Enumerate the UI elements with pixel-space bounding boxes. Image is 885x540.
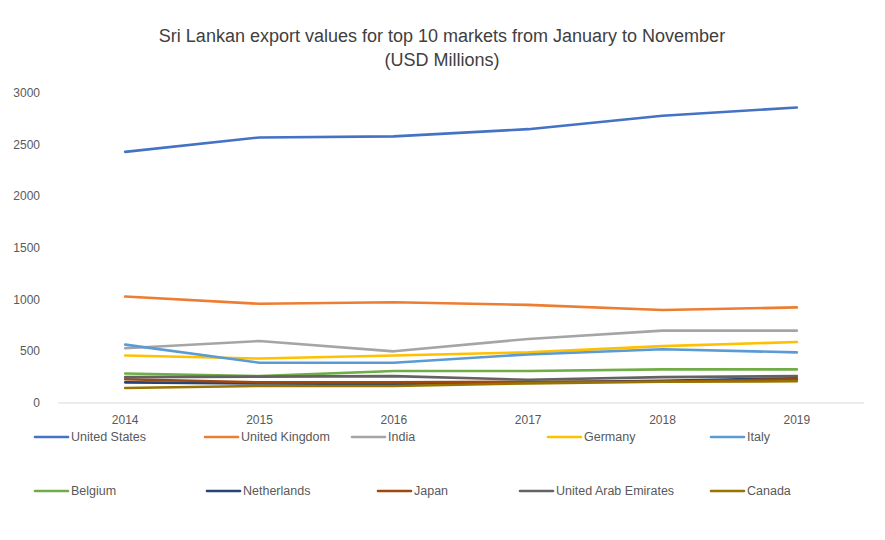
legend-item: Belgium — [35, 484, 116, 498]
legend-swatch — [205, 436, 238, 439]
legend-label: Netherlands — [243, 484, 310, 498]
legend-swatch — [711, 490, 744, 493]
legend-swatch — [352, 436, 385, 439]
series-line — [125, 107, 797, 151]
legend-label: Belgium — [71, 484, 116, 498]
legend-label: United States — [71, 430, 146, 444]
background — [0, 0, 885, 540]
legend-label: Italy — [747, 430, 771, 444]
y-tick-label: 0 — [33, 396, 40, 410]
x-tick-label: 2015 — [246, 413, 273, 427]
series-line — [125, 331, 797, 352]
chart-title: Sri Lankan export values for top 10 mark… — [159, 26, 725, 46]
chart-root: Sri Lankan export values for top 10 mark… — [0, 0, 885, 540]
series-group — [125, 107, 797, 388]
legend-item: Germany — [548, 430, 636, 444]
y-tick-label: 1500 — [13, 241, 40, 255]
x-tick-label: 2017 — [515, 413, 542, 427]
legend-item: Netherlands — [207, 484, 310, 498]
series-line — [125, 345, 797, 363]
legend-swatch — [548, 436, 581, 439]
legend-label: United Kingdom — [241, 430, 330, 444]
x-tick-label: 2014 — [112, 413, 139, 427]
legend-label: Japan — [414, 484, 448, 498]
legend-item: United Arab Emirates — [520, 484, 674, 498]
legend-item: Japan — [378, 484, 448, 498]
legend-swatch — [378, 490, 411, 493]
y-tick-label: 2000 — [13, 189, 40, 203]
series-line — [125, 297, 797, 310]
legend-label: Canada — [747, 484, 791, 498]
x-tick-label: 2016 — [380, 413, 407, 427]
legend-swatch — [711, 436, 744, 439]
chart-subtitle: (USD Millions) — [384, 50, 499, 70]
legend-label: Germany — [584, 430, 636, 444]
legend-item: United Kingdom — [205, 430, 330, 444]
legend-swatch — [35, 436, 68, 439]
legend-label: India — [388, 430, 415, 444]
legend-item: Italy — [711, 430, 771, 444]
y-tick-label: 500 — [20, 344, 40, 358]
series-line — [125, 369, 797, 376]
x-axis-line — [58, 403, 864, 404]
legend-swatch — [520, 490, 553, 493]
legend-item: India — [352, 430, 415, 444]
legend-item: United States — [35, 430, 146, 444]
series-line — [125, 376, 797, 380]
y-tick-label: 1000 — [13, 293, 40, 307]
y-tick-label: 3000 — [13, 86, 40, 100]
legend-swatch — [207, 490, 240, 493]
legend-label: United Arab Emirates — [556, 484, 674, 498]
y-tick-label: 2500 — [13, 138, 40, 152]
legend-item: Canada — [711, 484, 791, 498]
x-tick-label: 2018 — [649, 413, 676, 427]
series-line — [125, 381, 797, 388]
x-tick-label: 2019 — [783, 413, 810, 427]
legend-swatch — [35, 490, 68, 493]
